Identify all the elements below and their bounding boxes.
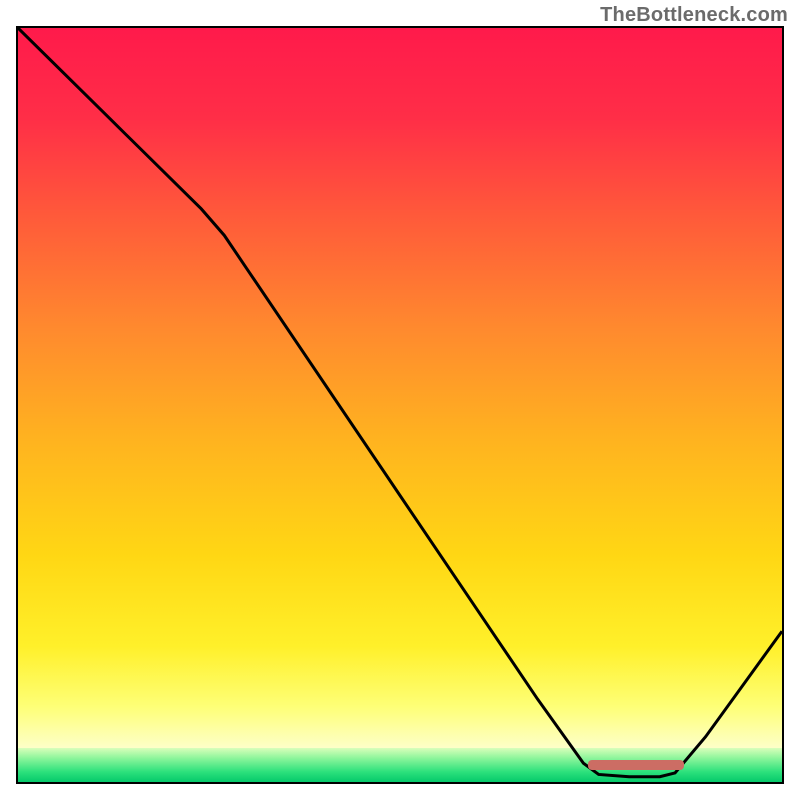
bottleneck-curve — [18, 28, 782, 782]
watermark-text: TheBottleneck.com — [600, 4, 788, 27]
chart-container: TheBottleneck.com — [0, 0, 800, 800]
optimal-range-marker — [588, 760, 684, 770]
curve-path — [18, 28, 782, 777]
plot-area — [16, 26, 784, 784]
